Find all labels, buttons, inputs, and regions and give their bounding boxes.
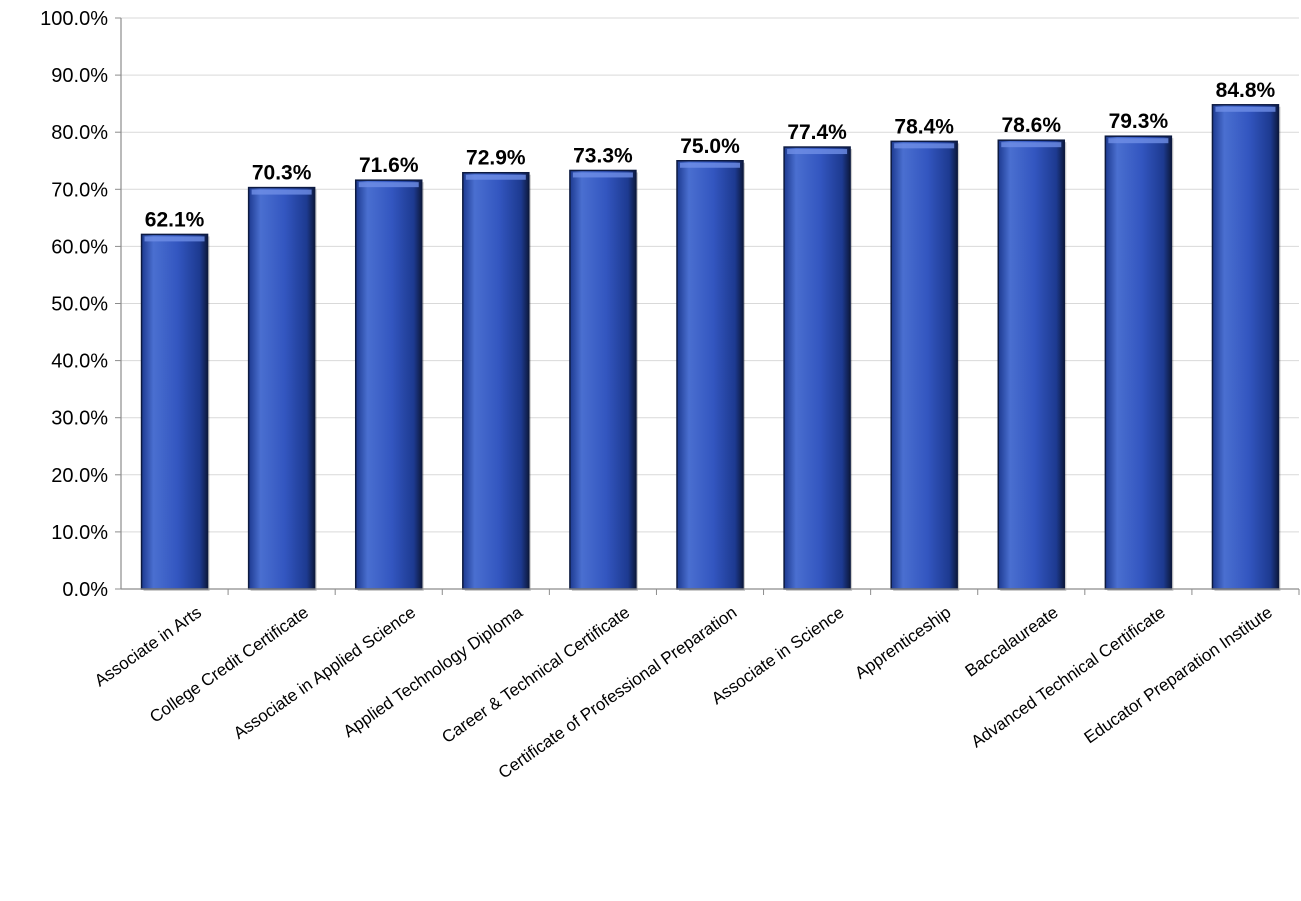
x-category-label: Certificate of Professional Preparation bbox=[495, 603, 740, 783]
data-label: 71.6% bbox=[359, 154, 419, 177]
y-tick-label: 30.0% bbox=[51, 408, 108, 430]
bar bbox=[890, 140, 960, 591]
x-category-label: Associate in Applied Science bbox=[230, 603, 419, 743]
data-label: 77.4% bbox=[787, 121, 847, 144]
y-tick-label: 0.0% bbox=[62, 579, 108, 601]
data-labels: 62.1% 70.3% 71.6% 72.9% 73.3% 75.0% 77.4% 78.4%… bbox=[145, 79, 1276, 232]
data-label: 78.6% bbox=[1001, 114, 1061, 137]
bar bbox=[783, 146, 853, 591]
bar bbox=[462, 171, 531, 591]
y-tick-label: 90.0% bbox=[51, 65, 108, 87]
y-tick-label: 100.0% bbox=[40, 8, 108, 30]
x-category-label: Educator Preparation Institute bbox=[1081, 603, 1276, 748]
x-category-label: Baccalaureate bbox=[962, 603, 1062, 681]
bar bbox=[140, 233, 210, 591]
x-category-label: Applied Technology Diploma bbox=[340, 602, 527, 741]
x-category-label: Career & Technical Certificate bbox=[438, 603, 633, 747]
data-label: 73.3% bbox=[573, 144, 633, 167]
bar bbox=[569, 169, 638, 591]
bar bbox=[1104, 135, 1174, 591]
y-tick-label: 40.0% bbox=[51, 351, 108, 373]
data-label: 70.3% bbox=[252, 162, 312, 185]
data-label: 75.0% bbox=[680, 135, 740, 158]
y-tick-label: 70.0% bbox=[51, 179, 108, 201]
y-tick-label: 20.0% bbox=[51, 465, 108, 487]
x-category-label: Advanced Technical Certificate bbox=[968, 603, 1169, 752]
y-tick-label: 60.0% bbox=[51, 236, 108, 258]
data-label: 79.3% bbox=[1109, 110, 1169, 133]
bar bbox=[676, 160, 745, 591]
data-label: 84.8% bbox=[1216, 79, 1276, 102]
bar bbox=[1211, 104, 1281, 592]
data-label: 62.1% bbox=[145, 208, 205, 231]
x-category-label: Associate in Arts bbox=[91, 603, 205, 691]
bars bbox=[140, 104, 1281, 592]
axes bbox=[115, 17, 1300, 595]
x-category-label: Apprenticeship bbox=[851, 603, 954, 683]
y-tick-label: 10.0% bbox=[51, 522, 108, 544]
bar bbox=[997, 139, 1067, 591]
y-axis-tick-labels: 0.0% 10.0% 20.0% 30.0% 40.0% 50.0% 60.0% 70.0% 8… bbox=[40, 8, 108, 601]
data-label: 78.4% bbox=[894, 115, 954, 138]
y-tick-label: 80.0% bbox=[51, 122, 108, 144]
bar bbox=[247, 186, 317, 591]
bar bbox=[354, 179, 424, 591]
y-tick-label: 50.0% bbox=[51, 294, 108, 316]
data-label: 72.9% bbox=[466, 147, 526, 170]
